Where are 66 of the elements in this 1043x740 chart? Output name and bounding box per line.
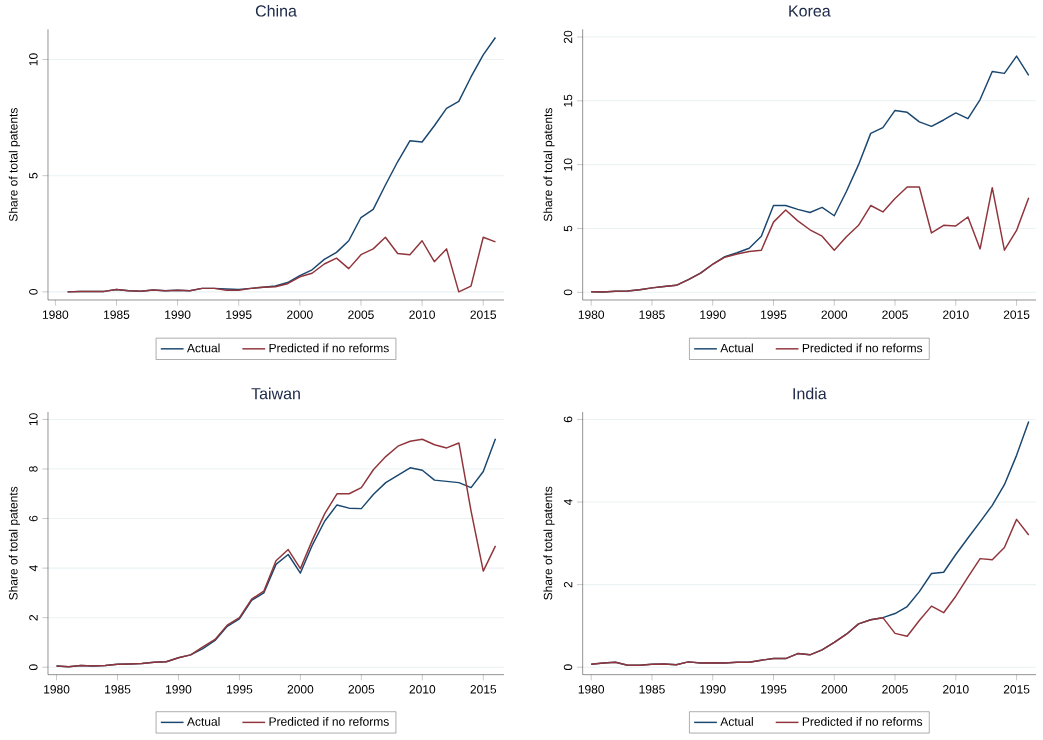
x-tick-label: 1990 [166, 685, 192, 694]
legend-label: Predicted if no reforms [269, 717, 389, 726]
x-tick-label: 2015 [470, 685, 497, 694]
x-tick-label: 2010 [943, 310, 969, 319]
y-tick-label: 0 [563, 664, 573, 671]
x-tick-label: 2000 [287, 310, 313, 319]
y-tick-label: 10 [29, 413, 38, 426]
x-tick-label: 2015 [470, 310, 497, 319]
y-tick-label: 0 [29, 288, 38, 295]
x-tick-label: 2010 [409, 685, 436, 694]
x-tick-label: 2015 [1003, 310, 1030, 319]
legend-label: Predicted if no reforms [269, 343, 389, 353]
legend-label: Actual [720, 343, 753, 353]
x-tick-label: 1985 [639, 685, 665, 694]
y-tick-label: 4 [29, 565, 38, 572]
x-tick-label: 1995 [761, 685, 787, 694]
legend-label: Predicted if no reforms [802, 343, 923, 353]
y-tick-label: 0 [563, 289, 573, 296]
x-tick-label: 1990 [700, 310, 726, 319]
y-tick-label: 6 [563, 416, 573, 423]
x-tick-label: 2005 [348, 685, 375, 694]
legend-label: Actual [186, 717, 220, 726]
x-tick-label: 1990 [700, 685, 726, 694]
chart-title: Korea [789, 5, 831, 17]
y-tick-label: 8 [29, 466, 38, 472]
y-tick-label: 0 [29, 664, 38, 671]
y-axis-title: Share of total patents [8, 486, 20, 600]
y-tick-label: 10 [563, 158, 573, 171]
x-tick-label: 1985 [104, 310, 130, 319]
x-tick-label: 1980 [578, 310, 605, 319]
x-tick-label: 2000 [287, 685, 314, 694]
y-tick-label: 5 [563, 225, 573, 232]
x-tick-label: 1995 [227, 685, 253, 694]
x-tick-label: 2000 [821, 310, 848, 319]
chart-title: China [255, 4, 297, 17]
chart-title: India [793, 387, 827, 400]
y-tick-label: 4 [564, 499, 573, 506]
x-tick-label: 2015 [1003, 685, 1030, 694]
y-tick-label: 2 [563, 581, 573, 588]
x-tick-label: 1990 [165, 310, 191, 319]
legend-label: Predicted if no reforms [802, 717, 923, 726]
x-tick-label: 2005 [882, 685, 908, 694]
y-tick-label: 15 [563, 94, 573, 107]
x-tick-label: 1995 [226, 310, 252, 319]
x-tick-label: 1980 [42, 310, 69, 319]
y-tick-label: 20 [563, 30, 573, 44]
y-tick-label: 10 [29, 53, 38, 66]
x-tick-label: 1980 [44, 685, 70, 694]
y-axis-title: Share of total patents [8, 108, 20, 222]
x-tick-label: 2005 [348, 310, 374, 319]
x-tick-label: 1985 [639, 310, 665, 319]
y-tick-label: 2 [29, 614, 38, 621]
x-tick-label: 2000 [821, 685, 848, 694]
x-tick-label: 1995 [761, 310, 787, 319]
x-tick-label: 1985 [105, 685, 131, 694]
legend-label: Actual [186, 343, 220, 353]
x-tick-label: 2010 [409, 310, 435, 319]
y-tick-label: 6 [29, 515, 38, 522]
y-axis-title: Share of total patents [543, 108, 555, 222]
legend-label: Actual [720, 717, 753, 726]
x-tick-label: 2010 [943, 685, 969, 694]
y-tick-label: 5 [29, 172, 38, 179]
chart-title: Taiwan [251, 387, 300, 400]
x-tick-label: 1980 [578, 685, 605, 694]
x-tick-label: 2005 [882, 310, 908, 319]
y-axis-title: Share of total patents [543, 486, 555, 600]
